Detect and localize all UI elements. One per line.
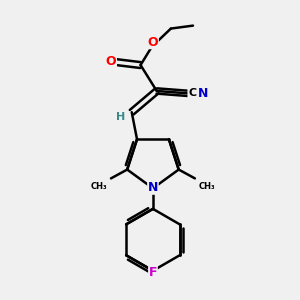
Text: F: F <box>149 266 157 279</box>
Text: CH₃: CH₃ <box>91 182 107 191</box>
Text: O: O <box>148 36 158 49</box>
Text: N: N <box>148 181 158 194</box>
Text: O: O <box>106 55 116 68</box>
Text: N: N <box>198 87 208 100</box>
Text: H: H <box>116 112 125 122</box>
Text: C: C <box>188 88 196 98</box>
Text: CH₃: CH₃ <box>198 182 215 191</box>
